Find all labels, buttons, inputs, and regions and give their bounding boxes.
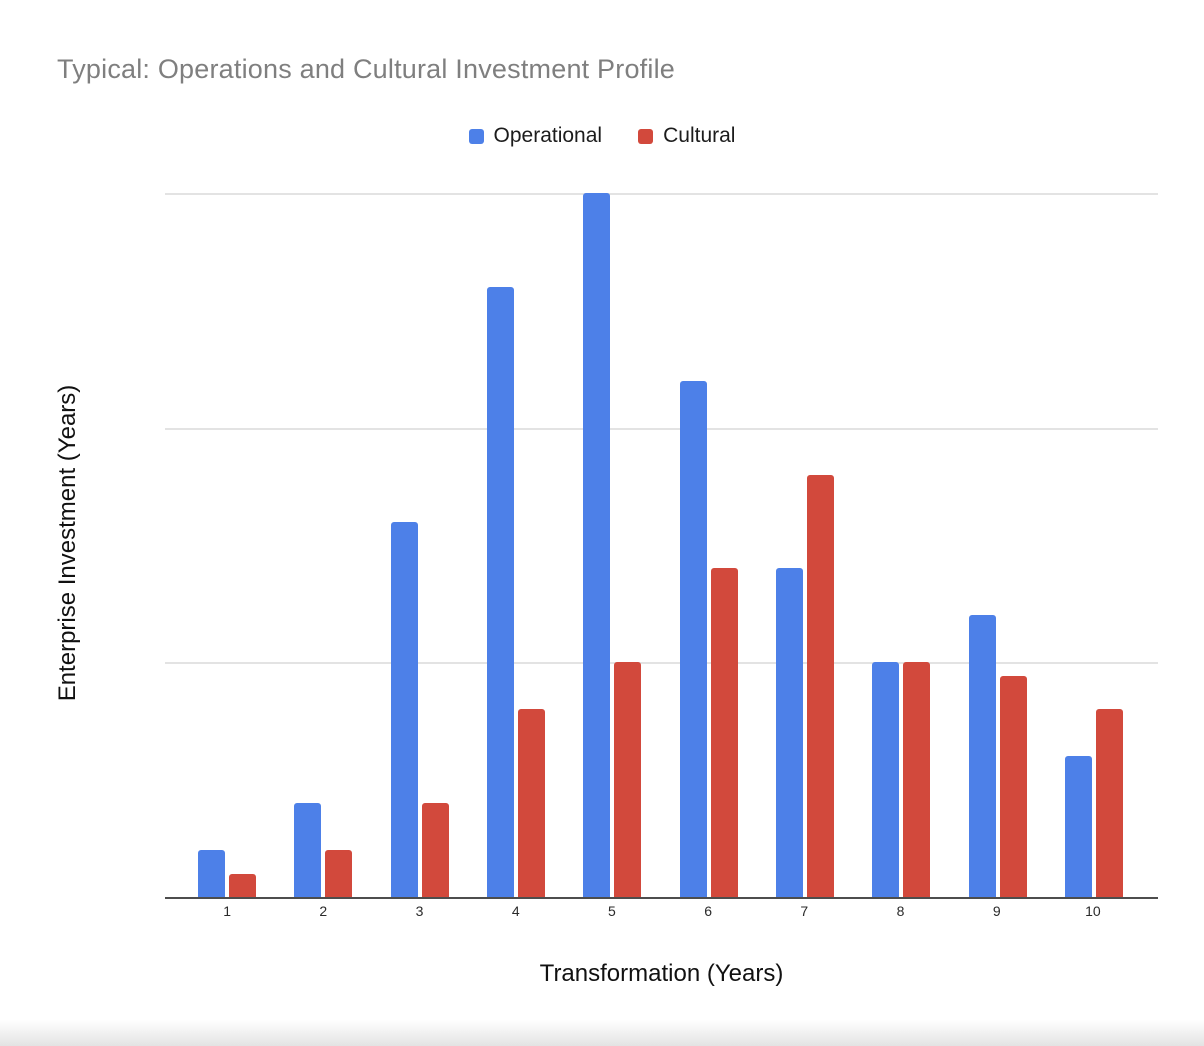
bar-cultural-8[interactable]: [903, 662, 931, 897]
category-band-7: [757, 193, 853, 897]
bar-cultural-4[interactable]: [518, 709, 546, 897]
x-tick-label-2: 2: [319, 903, 328, 919]
bar-operational-10[interactable]: [1064, 756, 1092, 897]
category-band-4: [468, 193, 564, 897]
x-axis-title: Transformation (Years): [539, 960, 784, 987]
category-band-6: [660, 193, 756, 897]
x-tick-label-9: 9: [992, 903, 1001, 919]
x-tick-label-8: 8: [896, 903, 905, 919]
legend-label-cultural: Cultural: [663, 124, 736, 147]
bottom-edge-shadow: [0, 1020, 1204, 1046]
bar-bands: [179, 193, 1142, 897]
bar-operational-9[interactable]: [968, 615, 996, 897]
category-band-2: [275, 193, 371, 897]
bar-group-4: [487, 193, 546, 897]
x-tick-label-5: 5: [608, 903, 616, 919]
x-tick-label-1: 1: [223, 903, 231, 919]
bar-group-3: [390, 193, 449, 897]
bar-group-6: [679, 193, 738, 897]
category-band-1: [179, 193, 275, 897]
x-tick-label-3: 3: [415, 903, 424, 919]
bar-cultural-5[interactable]: [614, 662, 642, 897]
bar-operational-3[interactable]: [390, 521, 418, 897]
bar-cultural-1[interactable]: [229, 873, 257, 897]
category-band-9: [949, 193, 1045, 897]
bar-cultural-3[interactable]: [421, 803, 449, 897]
bar-operational-1[interactable]: [198, 850, 226, 897]
category-band-8: [853, 193, 949, 897]
plot-area: [165, 193, 1158, 899]
chart-title: Typical: Operations and Cultural Investm…: [57, 54, 675, 84]
bar-operational-2[interactable]: [294, 803, 322, 897]
legend-label-operational: Operational: [493, 124, 603, 147]
bar-cultural-2[interactable]: [325, 850, 353, 897]
bar-group-8: [872, 193, 931, 897]
x-tick-label-4: 4: [511, 903, 520, 919]
category-band-10: [1046, 193, 1142, 897]
x-tick-label-6: 6: [704, 903, 713, 919]
category-band-5: [564, 193, 660, 897]
legend: Operational Cultural: [0, 124, 1204, 148]
legend-swatch-operational-icon: [468, 128, 484, 144]
bar-group-2: [294, 193, 353, 897]
gridline: [165, 662, 1158, 665]
y-axis-title: Enterprise Investment (Years): [54, 384, 81, 702]
gridline: [165, 427, 1158, 430]
legend-swatch-cultural-icon: [638, 128, 654, 144]
bar-operational-7[interactable]: [775, 568, 803, 897]
bar-cultural-7[interactable]: [806, 474, 834, 897]
bar-group-9: [968, 193, 1027, 897]
gridline: [165, 193, 1158, 195]
x-tick-label-10: 10: [1085, 903, 1101, 919]
legend-item-cultural[interactable]: Cultural: [638, 124, 735, 148]
bar-cultural-6[interactable]: [710, 568, 738, 897]
bar-group-7: [775, 193, 834, 897]
x-tick-label-7: 7: [800, 903, 809, 919]
bar-group-5: [583, 193, 642, 897]
legend-item-operational[interactable]: Operational: [468, 124, 603, 148]
x-axis-tick-labels: 1 2 3 4 5 6 7 8 9 10: [179, 903, 1141, 919]
bar-operational-8[interactable]: [872, 662, 900, 897]
bar-cultural-10[interactable]: [1095, 709, 1123, 897]
bar-operational-4[interactable]: [487, 286, 515, 897]
bar-operational-5[interactable]: [583, 193, 611, 897]
category-band-3: [372, 193, 468, 897]
bar-cultural-9[interactable]: [999, 676, 1027, 897]
bar-group-10: [1064, 193, 1123, 897]
bar-group-1: [198, 193, 257, 897]
bar-operational-6[interactable]: [679, 380, 707, 897]
